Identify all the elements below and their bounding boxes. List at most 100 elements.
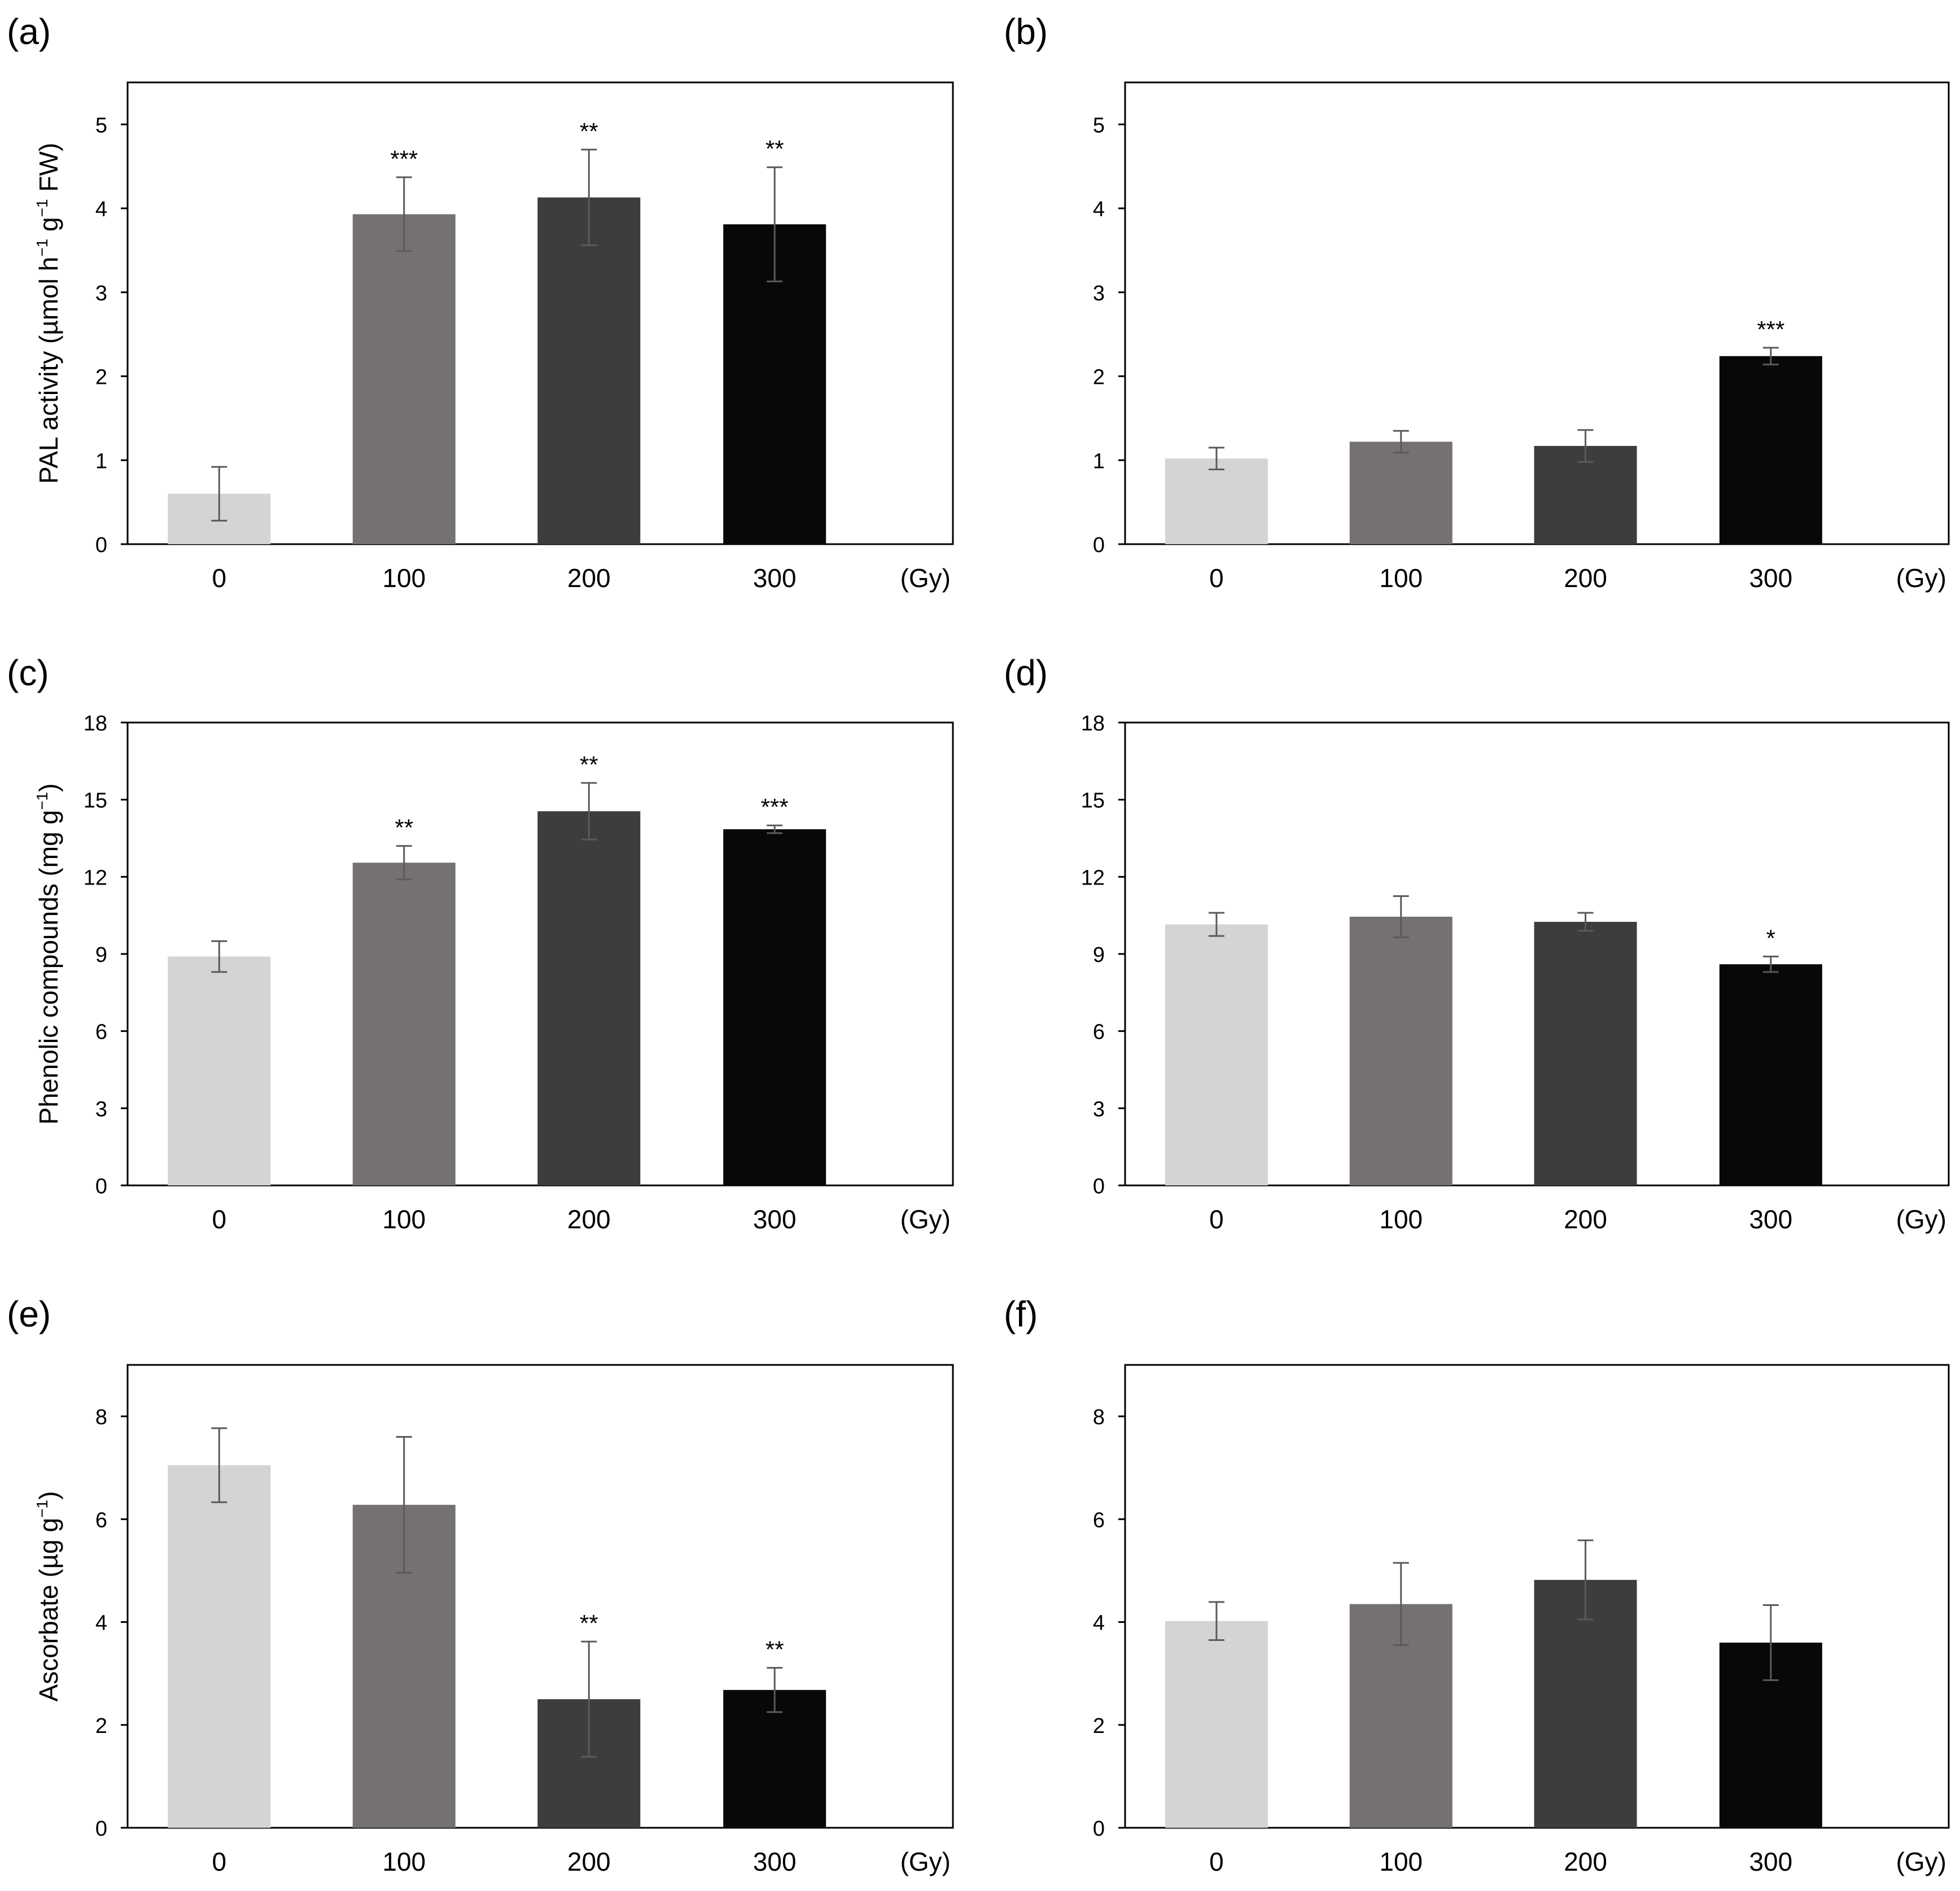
x-category-label: 200: [567, 1847, 611, 1876]
x-category-label: 300: [1749, 563, 1792, 593]
significance-label: *: [1766, 925, 1775, 952]
x-category-label: 0: [1209, 1205, 1224, 1234]
x-category-label: 100: [1379, 563, 1423, 593]
y-tick-label: 18: [1081, 712, 1105, 736]
bar: [168, 1465, 271, 1828]
bar: [1349, 441, 1453, 544]
panel-label: (a): [7, 11, 51, 52]
y-tick-label: 4: [95, 198, 107, 221]
x-category-label: 0: [212, 563, 226, 593]
y-tick-label: 2: [95, 1714, 107, 1738]
x-category-label: 100: [382, 1205, 426, 1234]
x-category-label: 300: [1749, 1847, 1792, 1876]
chart-panel-b: (b) 0 1 2 3 4 5 0 100 200 *** 300 (Gy): [1004, 11, 1950, 593]
x-category-label: 0: [1209, 563, 1224, 593]
bar: [723, 829, 826, 1185]
chart-panel-a: (a) 0 1 2 3 4 5 0 *** 100 ** 200 ** 300 (Gy) PAL activi…: [7, 11, 954, 593]
x-category-label: 0: [212, 1847, 226, 1876]
x-category-label: 0: [212, 1205, 226, 1234]
y-tick-label: 0: [95, 1817, 107, 1841]
x-category-label: 100: [1379, 1205, 1423, 1234]
chart-panel-c: (c) 0 3 6 9 12 15 18 0 ** 100 ** 200 *** 300 (Gy) Phenol…: [7, 653, 954, 1234]
y-tick-label: 0: [95, 533, 107, 557]
significance-label: ***: [390, 146, 418, 172]
x-unit-label: (Gy): [1896, 1205, 1946, 1234]
x-category-label: 200: [1564, 1205, 1607, 1234]
bar: [352, 214, 456, 544]
bar: [537, 197, 641, 545]
y-tick-label: 3: [1093, 1097, 1105, 1121]
bar: [1534, 922, 1637, 1185]
y-axis-title: Ascorbate (µg g−1): [33, 1491, 63, 1702]
bar: [352, 863, 456, 1185]
y-tick-label: 5: [1093, 113, 1105, 137]
bar: [1165, 458, 1268, 544]
x-category-label: 300: [753, 1205, 797, 1234]
significance-label: **: [580, 751, 598, 778]
y-tick-label: 12: [1081, 866, 1105, 890]
x-category-label: 300: [1749, 1205, 1792, 1234]
significance-label: **: [580, 1610, 598, 1636]
x-category-label: 100: [382, 563, 426, 593]
y-tick-label: 8: [95, 1406, 107, 1429]
significance-label: **: [395, 815, 413, 841]
y-tick-label: 15: [84, 789, 107, 813]
chart-panel-f: (f) 0 2 4 6 8 0 100 200 300 (Gy): [1004, 1294, 1950, 1876]
y-tick-label: 18: [84, 712, 107, 736]
y-axis-title: PAL activity (µmol h−1 g−1 FW): [33, 143, 63, 484]
y-tick-label: 3: [95, 1097, 107, 1121]
chart-panel-e: (e) 0 2 4 6 8 0 100 ** 200 ** 300 (Gy) Ascorbate (µg …: [7, 1294, 954, 1876]
y-tick-label: 8: [1093, 1406, 1105, 1429]
y-tick-label: 15: [1081, 789, 1105, 813]
significance-label: ***: [761, 794, 789, 820]
y-tick-label: 9: [1093, 943, 1105, 967]
y-tick-label: 9: [95, 943, 107, 967]
y-tick-label: 0: [1093, 533, 1105, 557]
x-category-label: 300: [753, 563, 797, 593]
y-axis-title: Phenolic compounds (mg g−1): [33, 783, 63, 1125]
y-tick-label: 3: [95, 282, 107, 305]
x-category-label: 300: [753, 1847, 797, 1876]
y-tick-label: 4: [1093, 198, 1105, 221]
x-category-label: 200: [1564, 563, 1607, 593]
bar: [1165, 1621, 1268, 1828]
y-tick-label: 0: [95, 1175, 107, 1198]
x-category-label: 200: [567, 1205, 611, 1234]
y-tick-label: 12: [84, 866, 107, 890]
significance-label: ***: [1757, 316, 1784, 343]
bar: [1165, 924, 1268, 1185]
panel-label: (c): [7, 653, 49, 693]
bar: [168, 956, 271, 1185]
x-unit-label: (Gy): [1896, 563, 1946, 593]
x-category-label: 100: [1379, 1847, 1423, 1876]
bar: [1534, 1579, 1637, 1828]
x-unit-label: (Gy): [1896, 1847, 1946, 1876]
significance-label: **: [580, 118, 598, 145]
bar: [1719, 356, 1822, 544]
bar: [1349, 916, 1453, 1185]
significance-label: **: [765, 135, 784, 162]
x-unit-label: (Gy): [900, 1205, 951, 1234]
x-category-label: 0: [1209, 1847, 1224, 1876]
y-tick-label: 6: [95, 1508, 107, 1532]
y-tick-label: 6: [95, 1021, 107, 1044]
y-tick-label: 6: [1093, 1508, 1105, 1532]
y-tick-label: 1: [95, 449, 107, 473]
bar: [1719, 964, 1822, 1185]
x-category-label: 200: [567, 563, 611, 593]
chart-panel-d: (d) 0 3 6 9 12 15 18 0 100 200 * 300 (Gy): [1004, 653, 1950, 1234]
significance-label: **: [765, 1636, 784, 1663]
y-tick-label: 2: [1093, 1714, 1105, 1738]
y-tick-label: 4: [95, 1612, 107, 1635]
y-tick-label: 2: [95, 366, 107, 389]
bar: [537, 811, 641, 1185]
panel-label: (f): [1004, 1294, 1038, 1334]
y-tick-label: 4: [1093, 1612, 1105, 1635]
x-unit-label: (Gy): [900, 563, 951, 593]
panel-label: (e): [7, 1294, 51, 1334]
y-tick-label: 0: [1093, 1175, 1105, 1198]
y-tick-label: 5: [95, 113, 107, 137]
y-tick-label: 6: [1093, 1021, 1105, 1044]
y-tick-label: 0: [1093, 1817, 1105, 1841]
